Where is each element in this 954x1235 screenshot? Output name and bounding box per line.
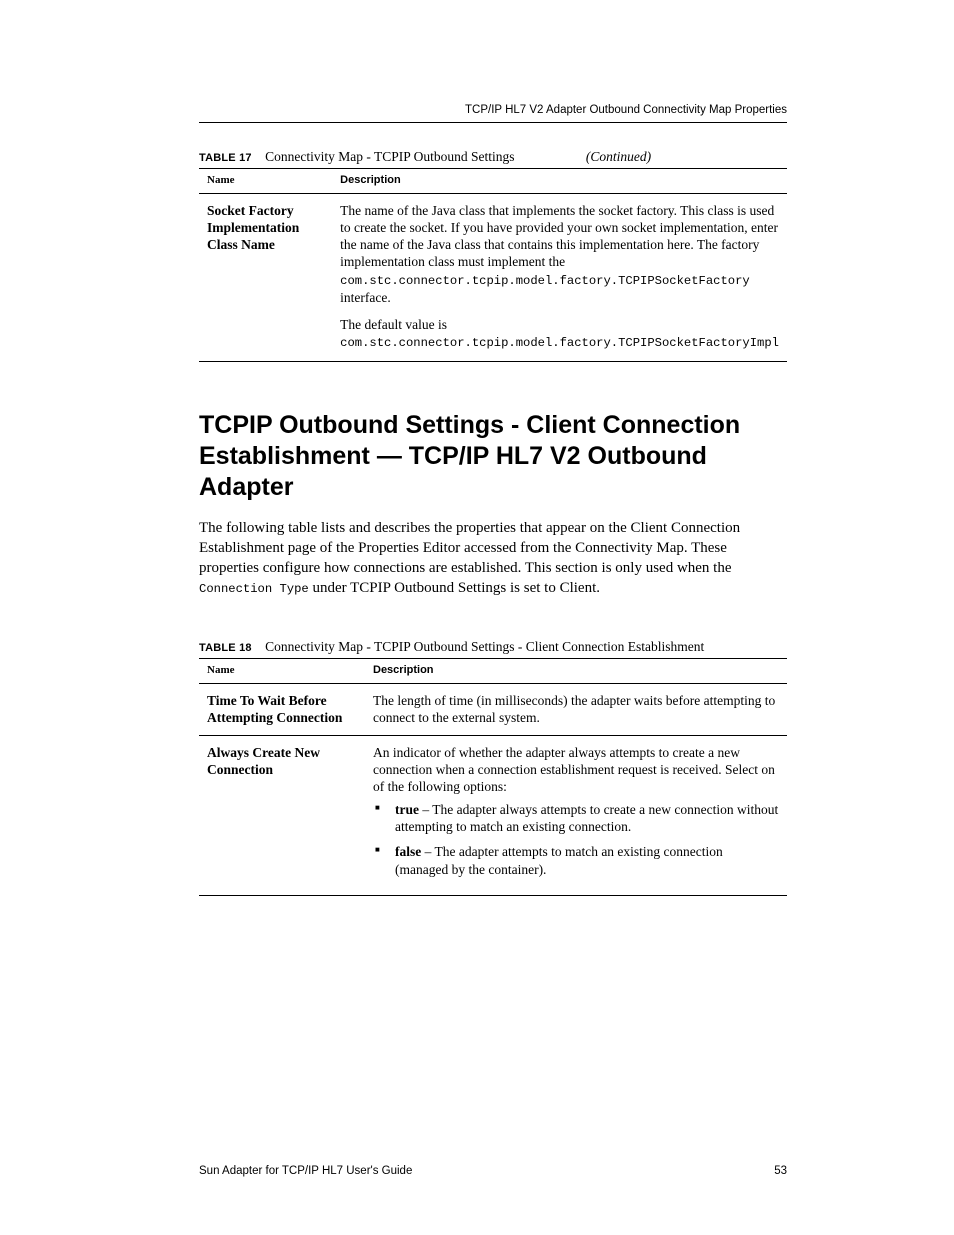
table-18-row0-name: Time To Wait Before Attempting Connectio…	[199, 683, 365, 735]
list-item: false – The adapter attempts to match an…	[373, 843, 779, 877]
bullet-term-0: true	[395, 802, 419, 817]
footer-left: Sun Adapter for TCP/IP HL7 User's Guide	[199, 1165, 412, 1177]
table-17: Name Description Socket Factory Implemen…	[199, 168, 787, 362]
running-header: TCP/IP HL7 V2 Adapter Outbound Connectiv…	[199, 104, 787, 123]
table-18-title: Connectivity Map - TCPIP Outbound Settin…	[265, 639, 704, 654]
table-17-code1: com.stc.connector.tcpip.model.factory.TC…	[340, 274, 750, 288]
page-footer: Sun Adapter for TCP/IP HL7 User's Guide …	[199, 1165, 787, 1177]
table-row: Time To Wait Before Attempting Connectio…	[199, 683, 787, 735]
table-18-row1-name: Always Create New Connection	[199, 735, 365, 895]
table-17-desc-p1a: The name of the Java class that implemen…	[340, 203, 778, 269]
table-17-title: Connectivity Map - TCPIP Outbound Settin…	[265, 149, 514, 164]
table-18-row1-desc: An indicator of whether the adapter alwa…	[365, 735, 787, 895]
table-18-row1-desc-text: An indicator of whether the adapter alwa…	[373, 745, 775, 794]
table-row: Always Create New Connection An indicato…	[199, 735, 787, 895]
table-18-row0-desc: The length of time (in milliseconds) the…	[365, 683, 787, 735]
table-18: Name Description Time To Wait Before Att…	[199, 658, 787, 896]
bullet-text-0: – The adapter always attempts to create …	[395, 802, 778, 834]
table-17-row-desc: The name of the Java class that implemen…	[332, 193, 787, 361]
table-17-head-desc: Description	[332, 169, 787, 194]
list-item: true – The adapter always attempts to cr…	[373, 801, 779, 835]
table-row: Socket Factory Implementation Class Name…	[199, 193, 787, 361]
table-18-row1-bullets: true – The adapter always attempts to cr…	[373, 801, 779, 878]
table-17-head-name: Name	[199, 169, 332, 194]
bullet-term-1: false	[395, 844, 421, 859]
footer-page-number: 53	[774, 1165, 787, 1177]
intro-paragraph: The following table lists and describes …	[199, 518, 787, 599]
table-17-label: TABLE 17	[199, 152, 252, 164]
table-17-desc-p2: The default value is	[340, 317, 447, 332]
table-18-caption: TABLE 18 Connectivity Map - TCPIP Outbou…	[199, 639, 787, 655]
intro-code: Connection Type	[199, 582, 309, 596]
table-17-desc-p1b: interface.	[340, 290, 391, 305]
intro-text-1: The following table lists and describes …	[199, 520, 740, 577]
bullet-text-1: – The adapter attempts to match an exist…	[395, 844, 723, 876]
table-17-caption: TABLE 17 Connectivity Map - TCPIP Outbou…	[199, 149, 787, 165]
table-18-head-desc: Description	[365, 658, 787, 683]
table-18-head-name: Name	[199, 658, 365, 683]
table-17-continued: (Continued)	[586, 149, 651, 164]
table-17-row-name: Socket Factory Implementation Class Name	[199, 193, 332, 361]
table-17-code2: com.stc.connector.tcpip.model.factory.TC…	[340, 336, 779, 350]
intro-text-2: under TCPIP Outbound Settings is set to …	[309, 580, 600, 596]
section-title: TCPIP Outbound Settings - Client Connect…	[199, 410, 787, 504]
page: TCP/IP HL7 V2 Adapter Outbound Connectiv…	[0, 0, 954, 1235]
table-18-label: TABLE 18	[199, 642, 252, 654]
